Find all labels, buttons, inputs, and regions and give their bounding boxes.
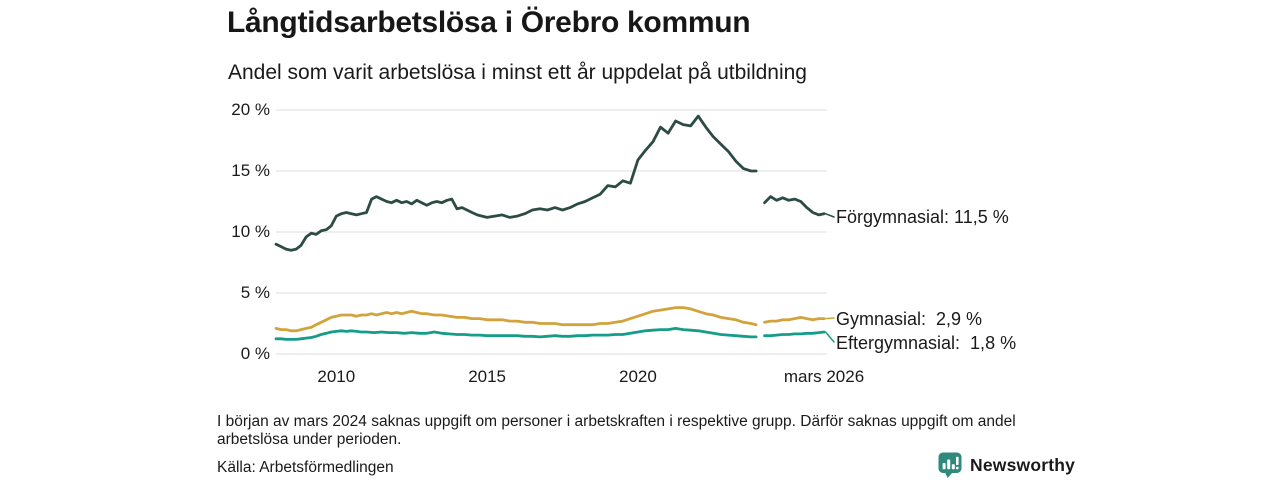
x-tick-label: mars 2026 [783, 367, 865, 386]
x-tick-label: 2010 [317, 367, 356, 386]
footnote: I början av mars 2024 saknas uppgift om … [217, 413, 1016, 448]
page-title: Långtidsarbetslösa i Örebro kommun [227, 6, 751, 39]
series-end-label-forgymnasial: Förgymnasial: 11,5 % [836, 207, 1009, 227]
series-end-label-eftergymnasial: Eftergymnasial: 1,8 % [836, 333, 1017, 353]
newsworthy-branding: Newsworthy [938, 452, 1075, 478]
y-tick-label: 20 % [231, 100, 270, 119]
series-line-förgymnasial [274, 114, 758, 252]
series-line-gymnasial [274, 306, 758, 333]
y-tick-label: 5 % [240, 283, 270, 302]
label-connector [824, 331, 835, 343]
series-line-gymnasial [763, 315, 826, 324]
y-tick-label: 10 % [231, 222, 270, 241]
chart-subtitle: Andel som varit arbetslösa i minst ett å… [228, 61, 807, 84]
label-connector [824, 212, 835, 218]
y-tick-label: 15 % [231, 161, 270, 180]
series-line-eftergymnasial [274, 326, 758, 341]
series-end-label-gymnasial: Gymnasial: 2,9 % [836, 309, 983, 329]
label-connector [824, 317, 835, 320]
series-line-förgymnasial [763, 195, 826, 217]
newsworthy-logo-icon [938, 452, 962, 478]
source-line: Källa: Arbetsförmedlingen [217, 459, 394, 476]
x-tick-label: 2015 [468, 367, 507, 386]
y-tick-label: 0 % [240, 344, 270, 363]
newsworthy-logo-text: Newsworthy [970, 454, 1076, 475]
series-line-eftergymnasial [763, 330, 826, 338]
x-tick-label: 2020 [618, 367, 657, 386]
